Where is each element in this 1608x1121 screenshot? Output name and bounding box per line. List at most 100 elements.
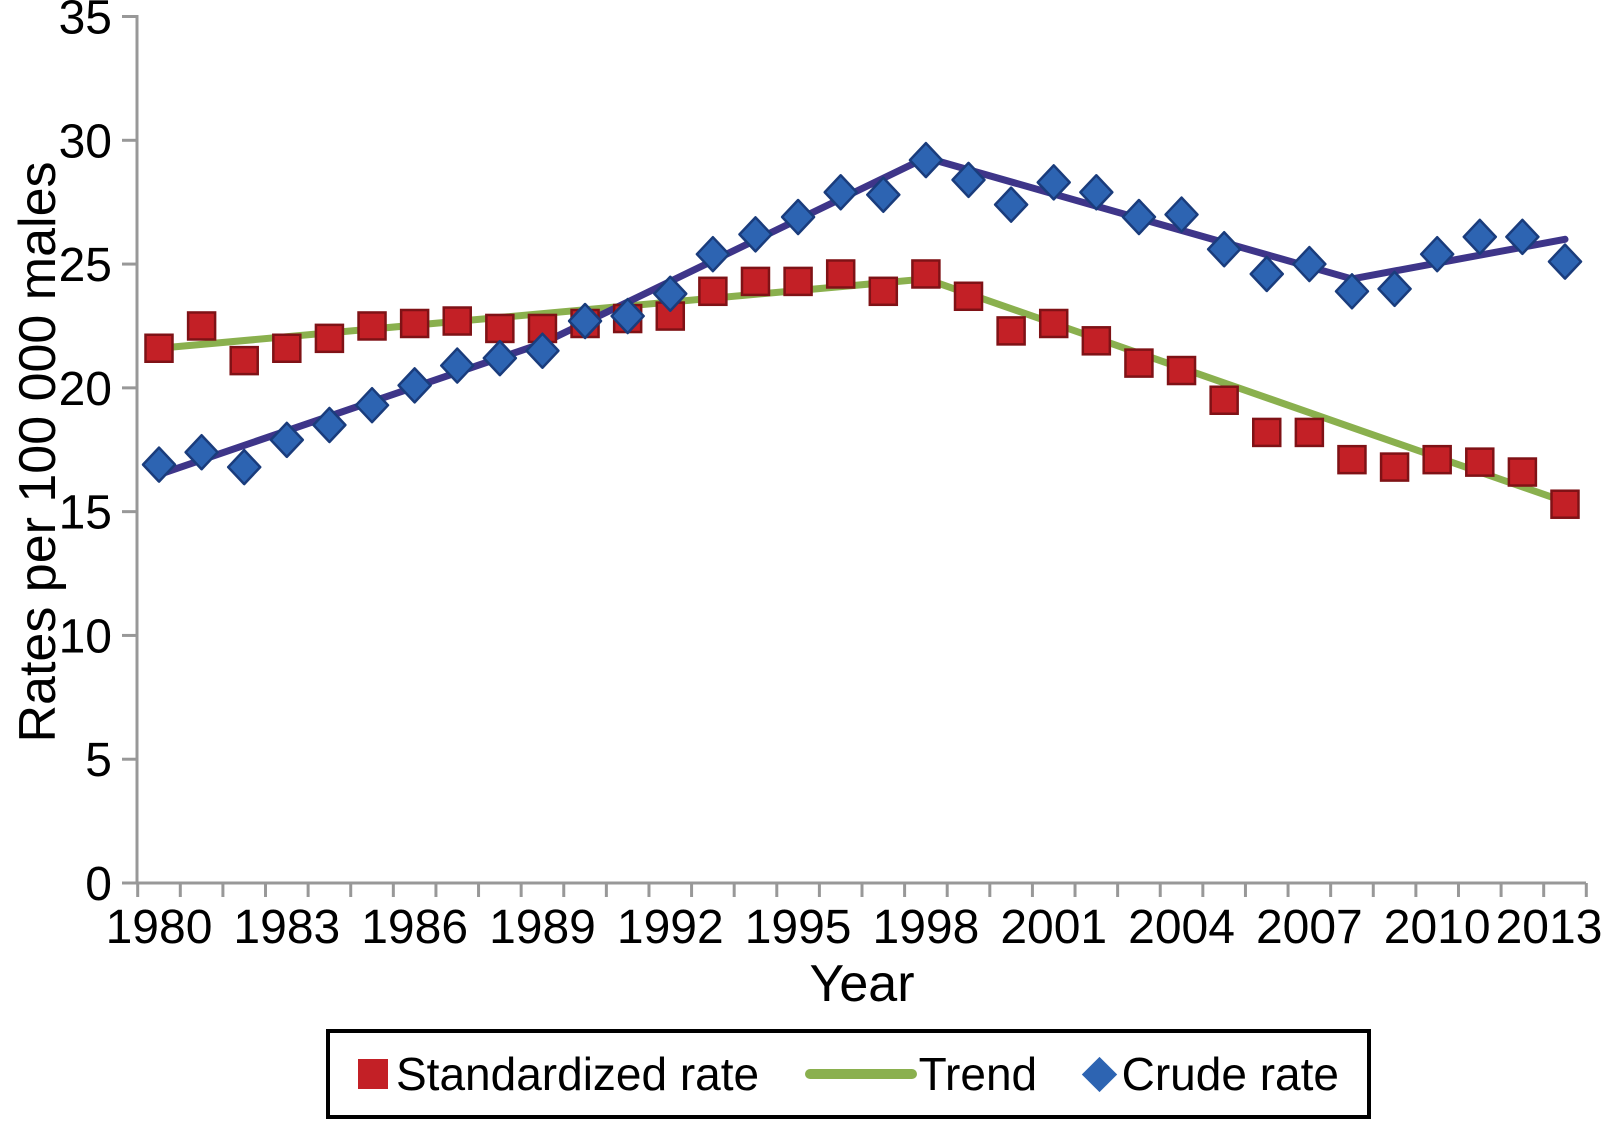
crude_rate-point bbox=[993, 186, 1029, 223]
x-tick-label: 1992 bbox=[617, 901, 724, 954]
crude_rate-point bbox=[695, 235, 731, 273]
trend-line-marker-icon bbox=[804, 1069, 917, 1079]
x-axis: 1980 1983 1986 1989 1992 1995 1998 2001 2004 2007… bbox=[106, 883, 1603, 954]
standardized_rate-point bbox=[1379, 452, 1410, 482]
standardized_rate-point bbox=[1422, 444, 1452, 475]
y-tick-label: 20 bbox=[59, 363, 112, 416]
crude_rate-point bbox=[1164, 196, 1199, 233]
crude_rate-point bbox=[354, 386, 390, 424]
standardized-rate-marker-icon bbox=[358, 1059, 388, 1089]
crude_rate-point bbox=[312, 406, 347, 444]
crude_rate-point bbox=[525, 332, 560, 369]
crude_rate-point bbox=[823, 174, 858, 211]
standardized_rate-point bbox=[825, 259, 856, 289]
standardized_rate-point bbox=[1124, 348, 1154, 378]
crude_rate-point bbox=[610, 297, 645, 335]
y-tick-label: 10 bbox=[59, 610, 112, 663]
crude_rate-point bbox=[141, 446, 177, 483]
crude_rate-point bbox=[1505, 218, 1540, 256]
crude_rate-point bbox=[1249, 255, 1285, 293]
trend-label: Trend bbox=[918, 1048, 1038, 1100]
crude-rate-marker-icon bbox=[1081, 1056, 1117, 1092]
x-tick-label: 2013 bbox=[1496, 901, 1603, 954]
x-tick-label: 1986 bbox=[361, 901, 468, 954]
crude_rate-point bbox=[1462, 218, 1498, 256]
crude_rate-point bbox=[780, 198, 816, 236]
crude_rate-point bbox=[866, 176, 901, 214]
standardized_rate-point bbox=[399, 308, 430, 339]
standardized_rate-point bbox=[911, 259, 941, 289]
standardized_rate-point bbox=[868, 276, 899, 307]
crude_rate-point bbox=[1121, 198, 1157, 236]
series-standardized_rate bbox=[144, 259, 1580, 519]
crude_rate-point bbox=[269, 421, 305, 459]
standardized_rate-point bbox=[783, 266, 813, 297]
x-tick-label: 2007 bbox=[1256, 901, 1363, 954]
standardized_rate-point bbox=[1252, 417, 1282, 448]
x-tick-label: 1980 bbox=[106, 901, 213, 954]
standardized_rate-point bbox=[1294, 417, 1325, 448]
y-tick-label: 35 bbox=[59, 0, 112, 45]
standardized_rate-point bbox=[357, 311, 387, 341]
standardized_rate-point bbox=[1465, 447, 1495, 477]
standardized_rate-point bbox=[1038, 308, 1069, 339]
standardized_rate-point bbox=[698, 276, 728, 307]
crude_rate-point bbox=[439, 347, 475, 384]
x-tick-label: 1998 bbox=[873, 901, 980, 954]
x-tick-label: 2001 bbox=[1000, 901, 1107, 954]
standardized_rate-point bbox=[1550, 489, 1580, 519]
axis-lines bbox=[135, 15, 1586, 885]
crude_rate-point bbox=[184, 433, 219, 471]
legend-item-trend: Trend bbox=[804, 1047, 1038, 1101]
legend-item-crude-rate: Crude rate bbox=[1081, 1047, 1339, 1101]
standardized_rate-point bbox=[442, 306, 472, 336]
crude_rate-point bbox=[1079, 174, 1114, 211]
axes bbox=[135, 15, 1586, 885]
x-tick-label: 1983 bbox=[233, 901, 340, 954]
standardized_rate-point bbox=[314, 323, 345, 354]
crude_rate-point bbox=[1334, 273, 1370, 310]
standardized_rate-point bbox=[740, 266, 771, 297]
y-tick-label: 5 bbox=[85, 734, 112, 787]
legend-item-standardized-rate: Standardized rate bbox=[358, 1047, 759, 1101]
standardized_rate-point bbox=[186, 311, 217, 341]
standardized-rate-label: Standardized rate bbox=[396, 1048, 760, 1100]
crude_rate-point bbox=[1292, 245, 1327, 283]
y-tick-label: 30 bbox=[59, 115, 112, 168]
crude_rate-point bbox=[1036, 164, 1071, 201]
standardized_rate-point bbox=[1507, 457, 1538, 487]
standardized_rate-point bbox=[953, 281, 984, 312]
y-tick-label: 25 bbox=[59, 239, 112, 292]
crude_rate-point bbox=[397, 367, 432, 404]
standardized_rate-point bbox=[485, 313, 515, 344]
y-tick-label: 0 bbox=[85, 858, 112, 911]
standardized_rate-point bbox=[144, 333, 174, 363]
crude_rate-point bbox=[1377, 270, 1412, 308]
crude_rate-point bbox=[226, 448, 262, 486]
standardized_rate-point bbox=[1081, 326, 1112, 356]
crude_rate-point bbox=[1419, 235, 1455, 273]
standardized_rate-point bbox=[272, 333, 302, 363]
series-crude_rate bbox=[141, 141, 1583, 486]
standardized_rate-point bbox=[1209, 385, 1239, 415]
standardized_rate-point bbox=[1166, 355, 1197, 386]
y-tick-label: 15 bbox=[59, 487, 112, 540]
y-axis-title: Rates per 100 000 males bbox=[9, 161, 67, 743]
legend: Standardized rate Trend Crude rate bbox=[326, 1029, 1371, 1119]
crude-rate-label: Crude rate bbox=[1121, 1048, 1339, 1100]
x-tick-label: 1995 bbox=[745, 901, 852, 954]
x-tick-label: 1989 bbox=[489, 901, 596, 954]
standardized_rate-point bbox=[229, 345, 259, 376]
y-axis: 0 5 10 15 20 25 30 35 bbox=[59, 0, 137, 911]
crude_rate-point bbox=[738, 216, 773, 253]
x-tick-label: 2004 bbox=[1128, 901, 1235, 954]
crude_rate-point bbox=[1206, 230, 1242, 268]
crude_rate-point bbox=[567, 302, 603, 340]
x-tick-label: 2010 bbox=[1384, 901, 1491, 954]
crude_rate-point bbox=[908, 141, 944, 179]
standardized_rate-point bbox=[996, 316, 1026, 346]
x-axis-title: Year bbox=[809, 955, 915, 1013]
standardized_rate-point bbox=[1337, 444, 1367, 475]
